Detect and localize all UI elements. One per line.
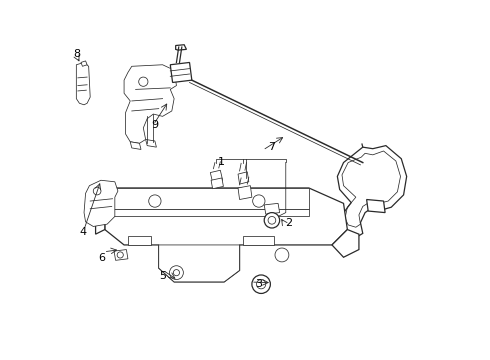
Polygon shape bbox=[111, 188, 309, 209]
Polygon shape bbox=[332, 230, 359, 257]
Polygon shape bbox=[171, 62, 192, 82]
Circle shape bbox=[257, 280, 266, 289]
Text: 2: 2 bbox=[285, 219, 293, 228]
Polygon shape bbox=[130, 142, 141, 149]
Circle shape bbox=[268, 216, 276, 224]
Polygon shape bbox=[159, 245, 240, 282]
Circle shape bbox=[170, 266, 183, 280]
Polygon shape bbox=[211, 178, 223, 189]
Text: 9: 9 bbox=[151, 120, 158, 130]
Polygon shape bbox=[264, 203, 280, 214]
Polygon shape bbox=[337, 145, 407, 238]
Text: 1: 1 bbox=[218, 157, 224, 167]
Circle shape bbox=[173, 270, 179, 276]
Text: 5: 5 bbox=[159, 271, 166, 281]
Circle shape bbox=[93, 187, 101, 195]
Text: 8: 8 bbox=[74, 49, 81, 59]
Text: 3: 3 bbox=[255, 279, 262, 289]
Polygon shape bbox=[146, 139, 156, 147]
Polygon shape bbox=[96, 197, 105, 234]
Polygon shape bbox=[367, 199, 385, 213]
Polygon shape bbox=[238, 186, 252, 199]
Circle shape bbox=[252, 275, 270, 293]
Circle shape bbox=[149, 195, 161, 207]
Polygon shape bbox=[81, 61, 87, 66]
Text: 7: 7 bbox=[269, 142, 275, 152]
Circle shape bbox=[139, 77, 148, 86]
Polygon shape bbox=[124, 65, 176, 143]
Polygon shape bbox=[175, 45, 187, 50]
Polygon shape bbox=[76, 62, 90, 105]
Polygon shape bbox=[128, 236, 151, 245]
Polygon shape bbox=[238, 172, 249, 184]
Polygon shape bbox=[210, 170, 222, 183]
Polygon shape bbox=[114, 249, 128, 260]
Circle shape bbox=[117, 252, 123, 258]
Polygon shape bbox=[244, 236, 274, 245]
Circle shape bbox=[275, 248, 289, 262]
Text: 6: 6 bbox=[98, 253, 105, 263]
Circle shape bbox=[264, 213, 280, 228]
Text: 4: 4 bbox=[80, 227, 87, 237]
Polygon shape bbox=[84, 180, 118, 226]
Polygon shape bbox=[111, 209, 309, 216]
Polygon shape bbox=[105, 188, 347, 282]
Circle shape bbox=[253, 195, 265, 207]
